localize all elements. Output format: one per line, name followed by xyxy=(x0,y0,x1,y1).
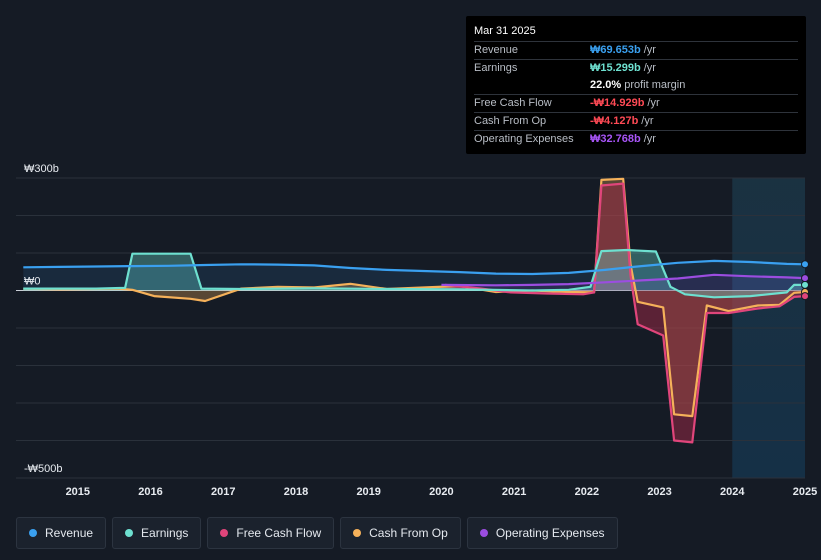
x-tick-label: 2021 xyxy=(502,486,526,498)
y-tick-label: -₩500b xyxy=(24,463,63,475)
x-tick-label: 2023 xyxy=(647,486,671,498)
tooltip-value: 22.0% xyxy=(590,79,622,91)
legend-dot xyxy=(125,529,134,537)
tooltip-date: Mar 31 2025 xyxy=(474,25,536,37)
legend-label: Earnings xyxy=(141,526,189,540)
tooltip-row: Earnings ₩15.299b/yr xyxy=(474,59,798,77)
x-tick-label: 2015 xyxy=(66,486,90,498)
tooltip-unit: /yr xyxy=(641,115,654,127)
legend: Revenue Earnings Free Cash Flow Cash From O… xyxy=(16,517,618,549)
tooltip-value: ₩69.653b xyxy=(590,44,641,56)
legend-item-operating-expenses[interactable]: Operating Expenses xyxy=(466,517,618,549)
tooltip-label: Cash From Op xyxy=(474,115,547,127)
legend-dot xyxy=(29,529,37,537)
x-tick-label: 2016 xyxy=(138,486,162,498)
legend-item-revenue[interactable]: Revenue xyxy=(16,517,107,549)
legend-label: Operating Expenses xyxy=(495,526,605,540)
tooltip-row: Operating Expenses ₩32.768b/yr xyxy=(474,130,798,148)
tooltip-unit: /yr xyxy=(643,62,656,74)
tooltip-unit: profit margin xyxy=(624,79,686,91)
tooltip-row: Revenue ₩69.653b/yr xyxy=(474,41,798,59)
x-tick-label: 2024 xyxy=(720,486,745,498)
x-tick-label: 2018 xyxy=(284,486,308,498)
x-tick-label: 2017 xyxy=(211,486,235,498)
tooltip-unit: /yr xyxy=(643,44,656,56)
tooltip-value: -₩14.929b xyxy=(590,97,645,109)
tooltip-label: Operating Expenses xyxy=(474,133,574,145)
operating-expenses-area xyxy=(441,274,805,291)
legend-dot xyxy=(353,529,362,537)
revenue-end-point xyxy=(801,260,809,269)
y-tick-label: ₩300b xyxy=(24,163,59,175)
free-cash-flow-end-point xyxy=(801,292,809,301)
free-cash-flow-line xyxy=(444,182,806,444)
legend-label: Cash From Op xyxy=(369,526,448,540)
legend-dot xyxy=(220,529,229,537)
legend-dot xyxy=(479,529,488,537)
tooltip-value: -₩4.127b xyxy=(590,115,639,127)
tooltip-label xyxy=(474,77,590,94)
x-tick-label: 2022 xyxy=(575,486,599,498)
legend-item-free-cash-flow[interactable]: Free Cash Flow xyxy=(207,517,335,549)
tooltip-unit: /yr xyxy=(643,133,656,145)
tooltip-label: Free Cash Flow xyxy=(474,97,552,109)
tooltip-value: ₩15.299b xyxy=(590,62,641,74)
legend-item-cash-from-op[interactable]: Cash From Op xyxy=(340,517,461,549)
tooltip-row: 22.0% profit margin xyxy=(474,77,798,94)
revenue-line xyxy=(23,259,806,276)
legend-label: Free Cash Flow xyxy=(236,526,322,540)
operating-expenses-line xyxy=(441,273,806,287)
operating-expenses-end-point xyxy=(801,274,809,283)
y-tick-label: ₩0 xyxy=(24,276,41,288)
tooltip-label: Revenue xyxy=(474,44,519,56)
tooltip-label: Earnings xyxy=(474,62,518,74)
tooltip-row: Free Cash Flow -₩14.929b/yr xyxy=(474,94,798,112)
earnings-end-point xyxy=(801,280,809,289)
tooltip: Mar 31 2025 Revenue ₩69.653b/yr Earnings ₩1… xyxy=(466,16,806,154)
free-cash-flow-area xyxy=(445,183,805,443)
x-tick-label: 2020 xyxy=(429,486,453,498)
tooltip-row: Cash From Op -₩4.127b/yr xyxy=(474,112,798,130)
x-tick-label: 2025 xyxy=(793,486,817,498)
legend-item-earnings[interactable]: Earnings xyxy=(112,517,202,549)
tooltip-value: ₩32.768b xyxy=(590,133,641,145)
tooltip-unit: /yr xyxy=(647,97,660,109)
x-tick-label: 2019 xyxy=(356,486,380,498)
earnings-line xyxy=(23,248,805,299)
legend-label: Revenue xyxy=(45,526,94,540)
earnings-area xyxy=(23,250,806,298)
